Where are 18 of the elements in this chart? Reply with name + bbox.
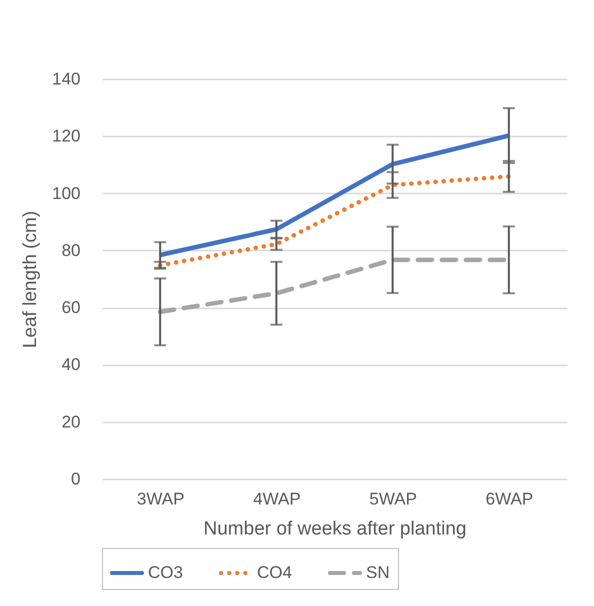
- legend-label: CO4: [257, 563, 292, 582]
- line-series: [158, 174, 512, 268]
- x-tick-label: 6WAP: [486, 490, 534, 508]
- legend-label: CO3: [148, 563, 183, 582]
- y-tick-label: 120: [52, 126, 80, 146]
- y-tick-label: 100: [52, 184, 80, 203]
- y-tick-label: 80: [62, 240, 80, 260]
- x-tick-label: 5WAP: [369, 490, 417, 508]
- y-tick-label: 60: [62, 298, 80, 318]
- x-tick-label: 3WAP: [136, 490, 184, 508]
- y-tick-label: 20: [62, 412, 80, 432]
- legend-label: SN: [366, 563, 390, 582]
- y-axis-title: Leaf length (cm): [20, 210, 42, 348]
- y-tick-label: 0: [71, 470, 80, 488]
- x-tick-label: 4WAP: [253, 490, 301, 508]
- y-tick-label: 40: [62, 355, 80, 374]
- x-axis-title: Number of weeks after planting: [204, 518, 466, 540]
- y-tick-label: 140: [52, 70, 80, 88]
